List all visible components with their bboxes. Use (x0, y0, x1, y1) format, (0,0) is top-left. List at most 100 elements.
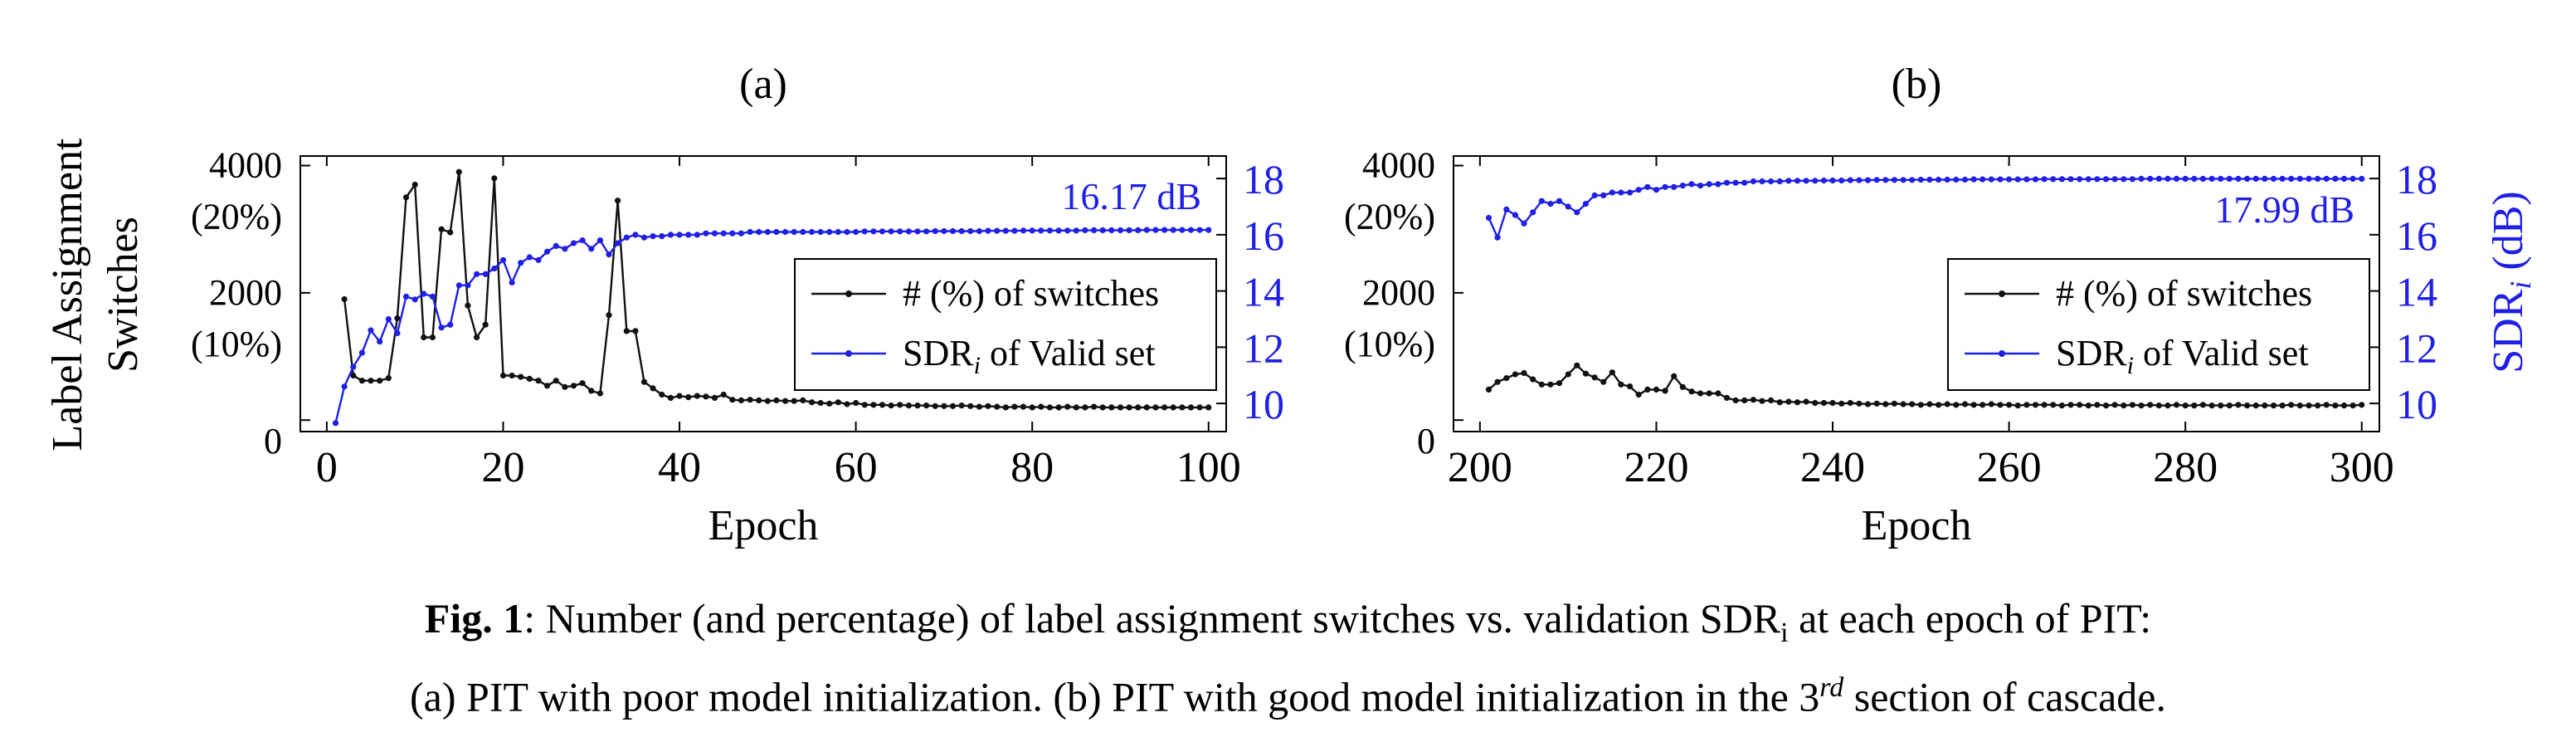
series-sdr-point (2262, 175, 2268, 182)
series-sdr-point (2244, 175, 2251, 182)
series-switches-point (1591, 374, 1598, 381)
x-tick-label-20: 20 (481, 444, 524, 491)
left-tick-label-4000: 4000 (209, 145, 282, 186)
series-sdr-point (509, 279, 515, 285)
series-switches-point (1671, 373, 1678, 379)
series-sdr-point (835, 228, 841, 236)
caption-line1-text: : Number (and percentage) of label assig… (523, 595, 1781, 642)
series-sdr-point (2306, 175, 2312, 182)
series-switches-point (747, 397, 753, 403)
series-sdr-point (358, 349, 365, 356)
series-switches-point (1785, 398, 1792, 405)
series-sdr-point (1196, 227, 1203, 233)
series-switches-point (853, 399, 859, 407)
panel-a-xlabel: Epoch (709, 502, 819, 549)
series-switches-point (2014, 403, 2021, 409)
caption-line2-sup: rd (1819, 672, 1844, 703)
series-sdr-point (756, 228, 762, 236)
series-switches-point (1179, 404, 1186, 411)
series-switches-point (640, 378, 648, 385)
series-switches-point (1055, 404, 1062, 411)
series-sdr-point (597, 237, 604, 244)
panel-b: (b) 200 220 240 260 280 300 Epoch 4000 (20%) 2000 (… (1344, 61, 2437, 549)
series-sdr-point (808, 228, 816, 236)
series-switches-point (800, 397, 806, 403)
series-sdr-point (1170, 227, 1176, 233)
panel-b-xlabel: Epoch (1862, 502, 1972, 549)
series-switches-point (570, 383, 577, 389)
series-sdr-point (1538, 198, 1545, 204)
series-switches-point (350, 372, 357, 379)
series-sdr-point (1785, 178, 1792, 184)
left-tick-label-4000: 4000 (1362, 145, 1435, 186)
series-sdr-point (1847, 177, 1853, 183)
series-switches-point (1170, 404, 1176, 411)
legend-switches-marker (845, 290, 852, 297)
series-sdr-point (1556, 198, 1563, 204)
series-sdr-point (1126, 227, 1132, 233)
series-switches-point (1117, 404, 1124, 411)
series-switches-point (2244, 403, 2251, 409)
series-switches-point (2173, 402, 2180, 408)
series-sdr-point (879, 228, 886, 235)
series-switches-point (1688, 388, 1695, 395)
series-switches-point (1803, 398, 1809, 405)
series-switches-point (729, 397, 736, 403)
series-switches-point (1997, 402, 2004, 408)
series-sdr-point (2218, 175, 2224, 182)
series-switches-point (2252, 403, 2259, 409)
series-sdr-point (1503, 206, 1510, 212)
series-sdr-point (1715, 181, 1721, 188)
series-sdr-point (368, 327, 374, 334)
series-sdr-point (844, 228, 850, 236)
series-switches-point (2182, 403, 2189, 409)
series-sdr-point (1900, 177, 1906, 183)
series-switches-point (1135, 404, 1142, 411)
series-sdr-point (1988, 176, 1994, 183)
series-sdr-point (1829, 177, 1836, 184)
series-sdr-point (1768, 178, 1775, 185)
series-sdr-point (1108, 227, 1115, 233)
series-sdr-point (1917, 176, 1924, 183)
series-switches-point (2296, 403, 2303, 409)
series-switches-point (1979, 402, 1986, 408)
series-switches-point (791, 398, 797, 404)
left-tick-pct-4000: (20%) (1344, 197, 1435, 237)
left-tick-label-2000: 2000 (209, 272, 282, 313)
series-sdr-point (888, 228, 894, 235)
series-switches-point (615, 198, 621, 204)
series-switches-point (879, 402, 886, 408)
series-sdr-point (976, 227, 982, 235)
series-sdr-point (2288, 175, 2295, 182)
series-sdr-point (923, 228, 930, 235)
series-sdr-point (474, 271, 480, 277)
series-sdr-point (1152, 227, 1159, 233)
series-sdr-point (1635, 187, 1642, 193)
series-sdr-point (1812, 178, 1819, 184)
series-switches-point (474, 334, 480, 341)
series-switches-point (1108, 404, 1115, 411)
series-switches-point (1538, 381, 1545, 388)
series-switches-point (756, 397, 762, 403)
series-switches-point (2102, 403, 2110, 409)
series-sdr-point (1697, 183, 1704, 189)
series-sdr-point (1706, 181, 1712, 188)
legend-switches-label: # (%) of switches (903, 273, 1159, 314)
series-sdr-point (1574, 209, 1580, 216)
series-sdr-point (1759, 178, 1765, 185)
series-sdr-point (2226, 175, 2233, 182)
series-sdr-point (2041, 176, 2048, 183)
series-sdr-point (2359, 175, 2365, 182)
series-sdr-point (2058, 176, 2065, 183)
series-switches-point (932, 403, 938, 409)
series-switches-point (2147, 402, 2154, 408)
series-sdr-point (2032, 176, 2039, 183)
series-switches-point (394, 315, 401, 322)
x-tick-label-280: 280 (2153, 444, 2218, 491)
series-sdr-point (2182, 175, 2189, 182)
series-switches-point (358, 378, 365, 384)
series-switches-point (597, 390, 604, 397)
x-tick-label-240: 240 (1800, 444, 1865, 491)
series-sdr-point (800, 228, 806, 236)
series-sdr-point (1609, 189, 1615, 196)
